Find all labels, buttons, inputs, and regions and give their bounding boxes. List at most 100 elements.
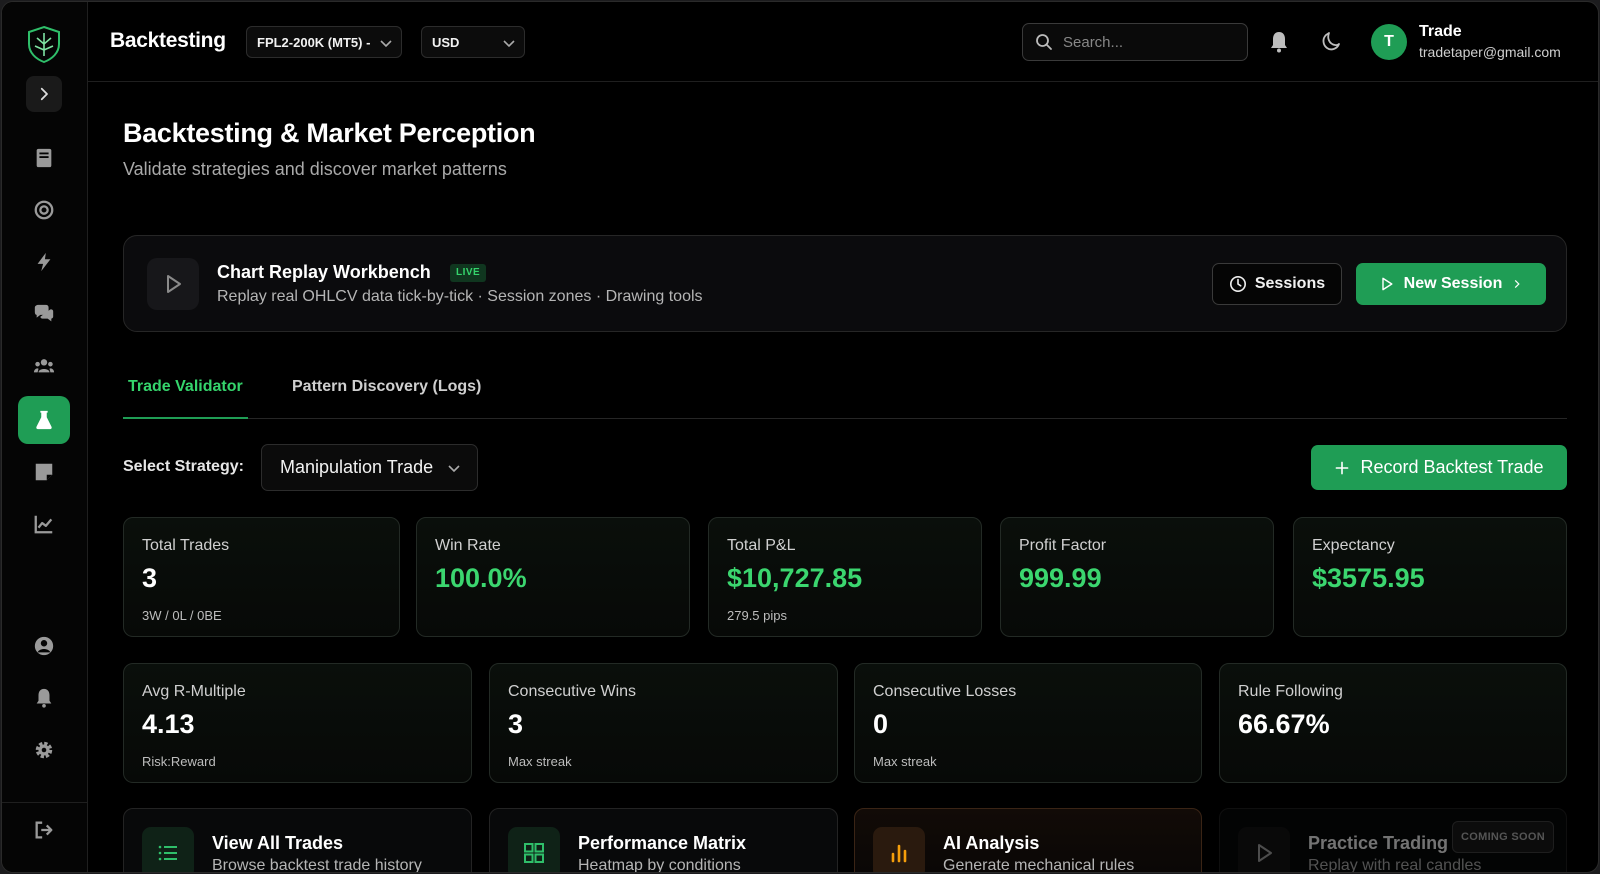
action-desc: Browse backtest trade history xyxy=(212,857,422,873)
stat-label: Total P&L xyxy=(727,537,796,554)
search-icon xyxy=(1036,34,1052,50)
sidebar-item-chat[interactable] xyxy=(18,290,70,338)
sidebar-item-analytics[interactable] xyxy=(18,500,70,548)
bar-chart-icon xyxy=(873,827,925,872)
action-card-view-all-trades[interactable]: View All Trades Browse backtest trade hi… xyxy=(123,808,472,873)
action-desc: Generate mechanical rules xyxy=(943,857,1135,873)
coming-soon-badge: COMING SOON xyxy=(1452,821,1554,853)
chevron-down-icon xyxy=(380,40,392,48)
stat-card-expectancy: Expectancy $3575.95 xyxy=(1293,517,1567,637)
action-desc: Replay with real candles xyxy=(1308,857,1482,873)
moon-icon[interactable] xyxy=(1319,30,1343,54)
grid-icon xyxy=(508,827,560,872)
stat-card-consecutive-wins: Consecutive Wins 3 Max streak xyxy=(489,663,838,783)
search-input[interactable] xyxy=(1063,33,1233,51)
play-icon xyxy=(1238,827,1290,872)
stat-value: $10,727.85 xyxy=(727,563,863,593)
stat-value: $3575.95 xyxy=(1312,563,1425,593)
stat-label: Expectancy xyxy=(1312,537,1395,554)
sidebar-item-settings[interactable] xyxy=(18,726,70,774)
strategy-select[interactable]: Manipulation Trade xyxy=(261,444,478,491)
user-name: Trade xyxy=(1419,23,1462,40)
sidebar-item-goals[interactable] xyxy=(18,186,70,234)
strategy-select-value: Manipulation Trade xyxy=(280,457,434,477)
stat-card-avg-r-multiple: Avg R-Multiple 4.13 Risk:Reward xyxy=(123,663,472,783)
action-title: View All Trades xyxy=(212,833,344,853)
strategy-label: Select Strategy: xyxy=(123,458,244,475)
currency-select-value: USD xyxy=(432,34,460,50)
search-box[interactable] xyxy=(1022,23,1248,61)
stat-value: 3 xyxy=(142,563,158,593)
tab-pattern-discovery[interactable]: Pattern Discovery (Logs) xyxy=(292,378,482,395)
logout-icon xyxy=(35,821,53,839)
sidebar xyxy=(2,2,88,872)
sidebar-item-quick[interactable] xyxy=(18,238,70,286)
user-circle-icon xyxy=(34,636,54,656)
stat-value: 4.13 xyxy=(142,709,195,739)
new-session-button[interactable]: New Session xyxy=(1356,263,1546,305)
stat-card-rule-following: Rule Following 66.67% xyxy=(1219,663,1567,783)
target-icon xyxy=(34,200,54,220)
chevron-down-icon xyxy=(503,40,515,48)
avatar[interactable]: T xyxy=(1371,24,1407,60)
gear-icon xyxy=(35,741,53,759)
workbench-description: Replay real OHLCV data tick-by-tick · Se… xyxy=(217,288,703,305)
page-subtitle: Validate strategies and discover market … xyxy=(123,159,507,179)
sidebar-item-backtesting[interactable] xyxy=(18,396,70,444)
sidebar-divider xyxy=(2,802,87,803)
sidebar-item-notes[interactable] xyxy=(18,448,70,496)
tab-trade-validator[interactable]: Trade Validator xyxy=(123,378,248,419)
workbench-title: Chart Replay Workbench xyxy=(217,262,431,282)
account-select[interactable]: FPL2-200K (MT5) - xyxy=(246,26,402,58)
stat-value: 3 xyxy=(508,709,524,739)
sessions-button[interactable]: Sessions xyxy=(1212,263,1342,305)
action-title: Practice Trading xyxy=(1308,833,1449,853)
sidebar-item-notifications[interactable] xyxy=(18,674,70,722)
stat-label: Consecutive Losses xyxy=(873,683,1017,700)
stat-card-profit-factor: Profit Factor 999.99 xyxy=(1000,517,1274,637)
currency-select[interactable]: USD xyxy=(421,26,525,58)
new-session-label: New Session xyxy=(1403,275,1503,292)
sidebar-expand-button[interactable] xyxy=(26,76,62,112)
stat-label: Avg R-Multiple xyxy=(142,683,246,700)
sidebar-item-logout[interactable] xyxy=(18,806,70,854)
action-title: AI Analysis xyxy=(943,833,1040,853)
action-card-ai-analysis[interactable]: AI Analysis Generate mechanical rules xyxy=(854,808,1202,873)
chat-icon xyxy=(34,304,54,322)
tab-bar: Trade Validator Pattern Discovery (Logs) xyxy=(123,366,1567,419)
bell-icon xyxy=(36,688,52,708)
user-email: tradetaper@gmail.com xyxy=(1419,44,1561,60)
stat-card-consecutive-losses: Consecutive Losses 0 Max streak xyxy=(854,663,1202,783)
note-icon xyxy=(35,463,53,481)
chevron-down-icon xyxy=(448,465,460,473)
sidebar-item-community[interactable] xyxy=(18,342,70,390)
stat-sub: 3W / 0L / 0BE xyxy=(142,608,222,623)
stat-label: Consecutive Wins xyxy=(508,683,637,700)
notifications-bell-icon[interactable] xyxy=(1267,30,1291,54)
chevron-right-icon xyxy=(1515,279,1520,289)
plus-icon xyxy=(1336,461,1349,474)
record-backtest-trade-button[interactable]: Record Backtest Trade xyxy=(1311,445,1567,490)
record-button-label: Record Backtest Trade xyxy=(1360,457,1544,477)
stat-sub: Max streak xyxy=(508,754,572,769)
chevron-right-icon xyxy=(40,87,48,101)
book-icon xyxy=(36,148,52,168)
action-card-performance-matrix[interactable]: Performance Matrix Heatmap by conditions xyxy=(489,808,838,873)
sidebar-item-journal[interactable] xyxy=(18,134,70,182)
sessions-label: Sessions xyxy=(1254,275,1326,292)
play-icon xyxy=(1381,277,1393,291)
play-icon xyxy=(147,258,199,310)
sidebar-item-profile[interactable] xyxy=(18,622,70,670)
users-icon xyxy=(33,359,55,373)
stat-value: 100.0% xyxy=(435,563,527,593)
logo-icon[interactable] xyxy=(24,24,64,64)
account-select-value: FPL2-200K (MT5) - xyxy=(257,34,371,50)
stat-card-total-trades: Total Trades 3 3W / 0L / 0BE xyxy=(123,517,400,637)
header-title: Backtesting xyxy=(110,29,226,52)
stat-value: 999.99 xyxy=(1019,563,1102,593)
action-card-practice-trading: Practice Trading Replay with real candle… xyxy=(1219,808,1567,873)
top-header: Backtesting FPL2-200K (MT5) - USD T Trad… xyxy=(88,2,1598,82)
clock-icon xyxy=(1229,275,1246,293)
action-desc: Heatmap by conditions xyxy=(578,857,741,873)
chart-replay-workbench: Chart Replay Workbench LIVE Replay real … xyxy=(123,235,1567,332)
